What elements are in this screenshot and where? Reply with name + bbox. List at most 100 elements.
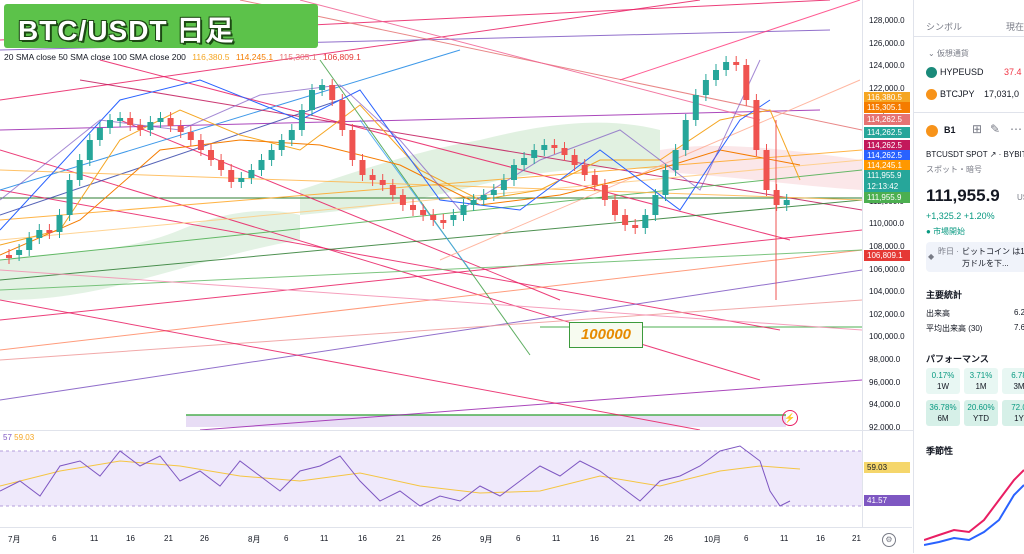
edit-icon[interactable]: ✎ (990, 122, 1001, 136)
time-tick: 16 (590, 534, 599, 543)
btc-coin-icon (926, 89, 937, 100)
perf-cell[interactable]: 0.17% 1W (926, 368, 960, 394)
main-chart[interactable]: BTC/USDT 日足 20 SMA close 50 SMA close 10… (0, 0, 862, 430)
settings-icon[interactable]: ⚙ (882, 533, 896, 547)
watchlist-item-btcjpy[interactable]: BTCJPY 17,031,0 (914, 86, 1024, 102)
candle-body (581, 165, 588, 175)
candle-body (652, 195, 659, 215)
seasonality-title: 季節性 (926, 446, 954, 456)
perf-cell[interactable]: 20.60% YTD (964, 400, 998, 426)
seasonality-line (924, 484, 1024, 546)
news-day: 昨日 (938, 247, 954, 256)
trend-line (0, 249, 862, 291)
rsi-tag-value: 41.57 (864, 495, 910, 506)
candle-body (208, 150, 214, 160)
candle-body (258, 160, 265, 170)
cloud-red (660, 145, 862, 190)
trend-line (0, 99, 341, 216)
pair-label[interactable]: BTCUSDT SPOT ↗ · BYBIT (926, 150, 1024, 159)
candle-body (773, 190, 780, 205)
perf-value: 0.17% (931, 371, 955, 380)
candle-body (167, 118, 174, 126)
chart-canvas[interactable] (0, 0, 862, 430)
seasonality-chart[interactable] (924, 460, 1024, 550)
candle-body (56, 215, 63, 232)
price-tag: 114,262.5 (864, 127, 910, 138)
candle-body (470, 200, 477, 205)
trend-line (0, 269, 862, 401)
candle-body (450, 215, 457, 220)
price-tag: 12:13:42 (864, 181, 910, 192)
time-tick: 10月 (704, 535, 721, 544)
trend-line (0, 0, 701, 101)
time-tick: 26 (664, 534, 673, 543)
price-tag: 106,809.1 (864, 250, 910, 261)
candle-body (682, 120, 689, 150)
trend-line (0, 299, 862, 361)
news-headline: ビットコイン は10万ドルを下... (962, 247, 1024, 268)
time-tick: 16 (358, 534, 367, 543)
annotation-100000[interactable]: 100000 (569, 322, 643, 348)
price-axis[interactable]: 128,000.0126,000.0124,000.0122,000.0120,… (862, 0, 913, 454)
candle-body (733, 62, 740, 65)
candle-body (440, 220, 447, 223)
price-label: 37.4 (1004, 67, 1022, 77)
candle-body (369, 175, 376, 180)
candle-body (531, 150, 538, 158)
change-value: +1,325.2 (926, 211, 962, 221)
rsi-legend-value: 57 (3, 433, 12, 442)
rsi-axis[interactable]: 59.03 41.57 (862, 430, 913, 528)
candle-body (349, 130, 356, 160)
candle-body (460, 205, 467, 215)
price-tick: 110,000.0 (869, 219, 904, 229)
watchlist-item-hypeusd[interactable]: HYPEUSD 37.4 (914, 64, 1024, 80)
perf-value: 36.78% (929, 403, 957, 412)
price-tick: 106,000.0 (869, 264, 905, 274)
time-tick: 11 (320, 534, 329, 543)
time-tick: 11 (780, 534, 789, 543)
candle-body (753, 100, 760, 150)
perf-title: パフォーマンス (926, 354, 989, 364)
candle-body (410, 205, 416, 210)
current-price: 111,955.9 (926, 186, 1000, 205)
candle-body (662, 170, 669, 195)
rsi-pane[interactable]: 57 59.03 (0, 430, 862, 528)
stats-title: 主要統計 (926, 290, 963, 300)
price-tag: 114,262.5 (864, 114, 910, 125)
rsi-canvas (0, 445, 862, 507)
candle-body (511, 165, 517, 180)
candle-body (420, 210, 427, 215)
candle-body (541, 145, 548, 150)
watchlist-header-price[interactable]: 現在 (1006, 22, 1024, 32)
stat-avgvolume-label: 平均出来高 (30) (926, 324, 983, 333)
candle-body (379, 180, 386, 185)
perf-period: 1Y (1014, 414, 1024, 423)
perf-cell[interactable]: 72.0 1Y (1002, 400, 1024, 426)
time-tick: 21 (626, 534, 635, 543)
trend-line (0, 109, 821, 131)
trend-line (439, 79, 861, 261)
section-label: 仮想通貨 (936, 49, 969, 58)
perf-cell[interactable]: 36.78% 6M (926, 400, 960, 426)
price-change: +1,325.2 +1.20% (926, 211, 995, 221)
time-axis[interactable]: 7月 6 11 16 21 26 8月 6 11 16 21 26 9月 6 11 16 21 26 10月 6 11 1… (0, 527, 912, 554)
candle-body (288, 130, 295, 140)
candle-body (723, 62, 730, 70)
perf-value: 3.71% (969, 371, 993, 380)
more-icon[interactable]: ⋯ (1010, 122, 1022, 136)
btc-logo-icon (926, 125, 938, 137)
trend-line (0, 149, 862, 221)
candle-body (76, 160, 83, 180)
price-tick: 102,000.0 (869, 309, 905, 319)
perf-value: 20.60% (967, 403, 995, 412)
lightning-icon[interactable]: ⚡ (782, 410, 798, 426)
watchlist-header-symbol[interactable]: シンボル (926, 22, 963, 32)
watchlist-section-crypto[interactable]: ⌄ 仮想通貨 (928, 49, 969, 58)
perf-cell[interactable]: 6.78 3M (1002, 368, 1024, 394)
trend-line (0, 189, 781, 331)
price-tick: 128,000.0 (869, 16, 905, 25)
symbol-label: HYPEUSD (940, 67, 984, 77)
news-card[interactable]: 昨日 · ビットコイン は10万ドルを下... ◆ (926, 242, 1024, 272)
perf-cell[interactable]: 3.71% 1M (964, 368, 998, 394)
grid-icon[interactable]: ⊞ (972, 122, 983, 136)
